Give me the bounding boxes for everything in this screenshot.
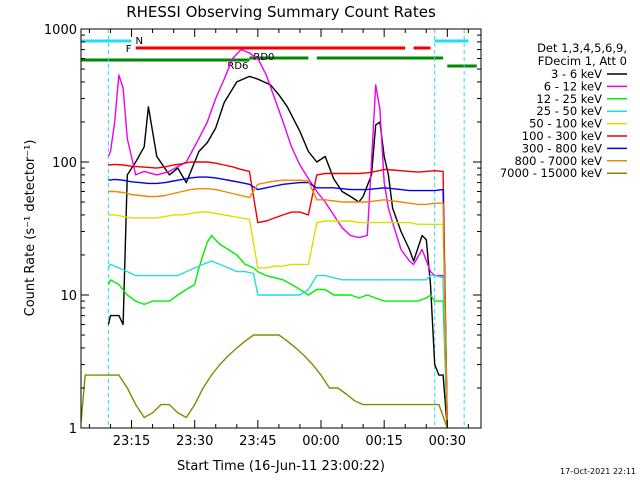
series-line-300-800-kev: [108, 176, 448, 428]
x-axis: 23:15 23:30 23:45 00:00 00:15 00:30: [88, 29, 469, 449]
series-line-3-6-kev: [107, 75, 448, 428]
flag-label-n: N: [136, 36, 143, 47]
series-line-800-7000-kev: [108, 179, 448, 428]
series-line-12-25-kev: [107, 234, 448, 428]
x-tick-label: 00:15: [365, 434, 402, 449]
timestamp: 17-Oct-2021 22:11: [560, 467, 636, 476]
x-tick-label: 23:30: [176, 434, 213, 449]
flag-label-rd6: RD6: [227, 61, 248, 72]
y-tick-label: 1: [69, 422, 77, 437]
legend-label-6-12-kev: 6 - 12 keV: [544, 79, 602, 93]
x-axis-label: Start Time (16-Jun-11 23:00:22): [177, 459, 385, 474]
legend-label-800-7000-kev: 800 - 7000 keV: [514, 154, 602, 168]
series-line-100-300-kev: [108, 161, 448, 428]
y-tick-label: 1000: [44, 23, 77, 38]
flag-label-rd0: RD0: [253, 52, 274, 63]
legend-label-7000-15000-kev: 7000 - 15000 keV: [500, 166, 602, 180]
series-line-50-100-kev: [108, 211, 448, 428]
legend-label-25-50-kev: 25 - 50 keV: [536, 104, 602, 118]
y-axis: 1 10 100 1000: [44, 23, 481, 437]
series-line-25-50-kev: [107, 260, 448, 428]
x-tick-label: 23:45: [239, 434, 276, 449]
x-tick-label: 00:30: [429, 434, 466, 449]
series-line-7000-15000-kev: [81, 334, 448, 428]
legend-label-300-800-kev: 300 - 800 keV: [522, 141, 602, 155]
legend-label-12-25-kev: 12 - 25 keV: [536, 92, 602, 106]
x-tick-label: 00:00: [302, 434, 339, 449]
legend: Det 1,3,4,5,6,9, FDecim 1, Att 0 3 - 6 k…: [500, 41, 627, 180]
legend-label-100-300-kev: 100 - 300 keV: [522, 129, 602, 143]
series-lines: [81, 48, 448, 428]
plot-frame: [80, 28, 482, 429]
series-line-6-12-kev: [107, 48, 448, 428]
legend-header-1: Det 1,3,4,5,6,9,: [537, 41, 627, 55]
y-tick-label: 10: [60, 289, 77, 304]
chart-title: RHESSI Observing Summary Count Rates: [126, 3, 436, 21]
x-tick-label: 23:15: [113, 434, 150, 449]
observing-flags: NF RD6 RD0: [81, 36, 477, 72]
y-axis-label: Count Rate (s⁻¹ detector⁻¹): [23, 140, 38, 317]
legend-header-2: FDecim 1, Att 0: [538, 54, 627, 68]
legend-label-50-100-kev: 50 - 100 keV: [529, 117, 602, 131]
legend-label-3-6-kev: 3 - 6 keV: [551, 67, 602, 81]
flag-label-f: F: [126, 44, 132, 55]
y-tick-label: 100: [52, 156, 77, 171]
